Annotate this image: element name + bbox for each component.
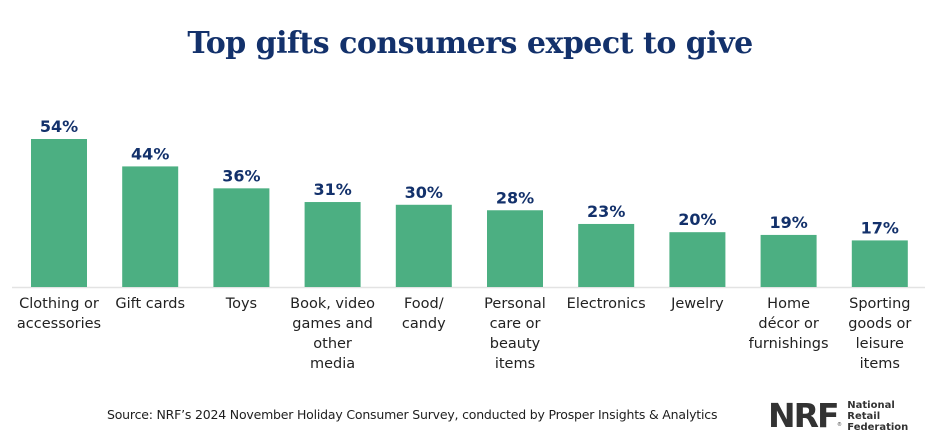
category-label: Sporting goods or leisure items (848, 296, 911, 372)
category-label-line: furnishings (749, 336, 829, 352)
source-note: Source: NRF’s 2024 November Holiday Cons… (107, 407, 718, 422)
category-label: Toys (225, 296, 257, 312)
category-label-line: Food/ (404, 296, 444, 312)
category-label-line: décor or (758, 316, 818, 332)
category-label-line: other (313, 336, 352, 352)
data-label: 36% (222, 166, 260, 185)
data-label: 28% (496, 188, 534, 207)
category-label-line: games and (292, 316, 373, 332)
category-label-line: leisure (856, 336, 904, 352)
category-label: Book, video games and other media (290, 296, 375, 372)
category-labels-group: Clothing or accessories Gift cards Toys Book… (17, 296, 912, 372)
category-label-line: Toys (225, 296, 257, 312)
category-label: Food/candy (402, 296, 446, 332)
category-label-line: Electronics (567, 296, 646, 312)
data-label: 17% (861, 218, 899, 237)
logo-registered-mark: ® (837, 422, 842, 428)
bar (122, 166, 179, 287)
category-label-line: Home (767, 296, 810, 312)
bar (851, 240, 908, 287)
category-label-line: Jewelry (670, 296, 724, 312)
category-label: Jewelry (670, 296, 724, 312)
category-label-line: Clothing or (19, 296, 99, 312)
bars-group (31, 139, 908, 287)
category-label: Clothing or accessories (17, 296, 101, 332)
category-label: Gift cards (115, 296, 185, 312)
data-label: 19% (769, 213, 807, 232)
logo-line: National (847, 399, 895, 411)
bar (487, 210, 543, 287)
data-label: 30% (405, 183, 443, 202)
data-label: 31% (313, 180, 351, 199)
category-label-line: Personal (484, 296, 546, 312)
category-label-line: candy (402, 316, 446, 332)
logo-line: Retail (847, 410, 881, 422)
nrf-logo: NRF ® National Retail Federation (768, 398, 908, 434)
data-labels-group: 54% 44% 36% 31% 30% 28% 23% 20% 19% 17% (40, 117, 899, 237)
logo-wordmark: National Retail Federation (847, 400, 908, 433)
category-label-line: Sporting (849, 296, 910, 312)
logo-line: Federation (847, 421, 909, 433)
bar (213, 188, 270, 287)
category-label: Personal care or beauty items (484, 296, 546, 372)
bar (31, 139, 87, 287)
data-label: 44% (131, 144, 169, 163)
data-label: 23% (587, 202, 625, 221)
logo-mark: NRF (768, 396, 840, 435)
category-label-line: accessories (17, 316, 101, 332)
category-label-line: items (860, 356, 900, 372)
category-label-line: Book, video (290, 296, 375, 312)
category-label-line: goods or (848, 316, 911, 332)
category-label-line: beauty (490, 336, 541, 352)
category-label: Electronics (567, 296, 646, 312)
data-label: 20% (678, 210, 716, 229)
bar (304, 202, 361, 287)
category-label-line: items (495, 356, 535, 372)
bar (669, 232, 726, 287)
data-label: 54% (40, 117, 78, 136)
category-label-line: Gift cards (115, 296, 185, 312)
bar (578, 223, 635, 287)
category-label-line: care or (490, 316, 541, 332)
bar (395, 204, 452, 287)
chart-title: Top gifts consumers expect to give (187, 26, 753, 61)
category-label: Home décor or furnishings (749, 296, 829, 352)
bar (760, 234, 817, 287)
category-label-line: media (310, 356, 355, 372)
